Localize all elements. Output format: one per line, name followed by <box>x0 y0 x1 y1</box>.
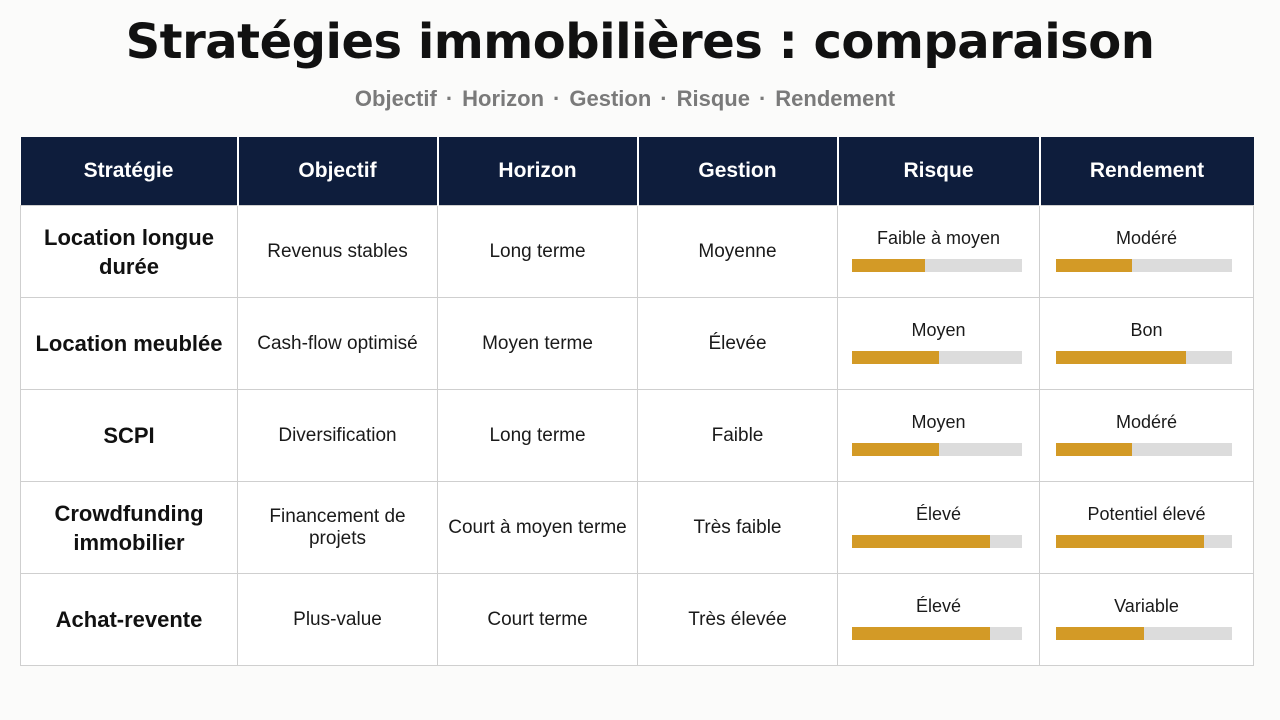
column-header-strategie: Stratégie <box>20 137 238 206</box>
return-cell: Potentiel élevé <box>1039 481 1254 574</box>
risk-bar-fill <box>852 535 990 548</box>
page-title: Stratégies immobilières : comparaison <box>125 14 1155 70</box>
return-label: Bon <box>1130 320 1163 340</box>
return-cell: Modéré <box>1039 205 1254 298</box>
return-bar-fill <box>1056 351 1187 364</box>
column-header-gestion: Gestion <box>636 137 838 206</box>
risk-label: Élevé <box>915 596 962 616</box>
objective-cell: Diversification <box>237 389 438 482</box>
horizon-cell: Moyen terme <box>437 297 638 390</box>
table-row: Achat-revente Plus-value Court terme Trè… <box>20 573 1254 666</box>
return-bar-track <box>1056 259 1232 272</box>
return-bar-fill <box>1056 443 1132 456</box>
risk-bar-track <box>852 351 1022 364</box>
risk-bar-fill <box>852 259 926 272</box>
header-row: Stratégie Objectif Horizon Gestion Risqu… <box>20 137 1254 206</box>
return-cell: Variable <box>1039 573 1254 666</box>
comparison-table: Stratégie Objectif Horizon Gestion Risqu… <box>20 137 1254 666</box>
objective-cell: Revenus stables <box>237 205 438 298</box>
risk-bar-track <box>852 627 1022 640</box>
strategy-name: Achat-revente <box>20 573 238 666</box>
table-row: Location meublée Cash-flow optimisé Moye… <box>20 297 1254 390</box>
subtitle-separator: · <box>758 86 767 111</box>
strategy-name: SCPI <box>20 389 238 482</box>
column-header-objectif: Objectif <box>236 137 438 206</box>
risk-label: Élevé <box>915 504 962 524</box>
subtitle-separator: · <box>445 86 454 111</box>
subtitle-item: Objectif <box>354 86 437 111</box>
subtitle-item: Horizon <box>462 86 545 111</box>
table-row: SCPI Diversification Long terme Faible M… <box>20 389 1254 482</box>
return-bar-fill <box>1056 259 1132 272</box>
risk-cell: Moyen <box>837 297 1040 390</box>
return-label: Modéré <box>1115 412 1178 432</box>
column-header-horizon: Horizon <box>436 137 638 206</box>
risk-bar-fill <box>852 443 939 456</box>
management-cell: Moyenne <box>637 205 838 298</box>
table-row: Location longue durée Revenus stables Lo… <box>20 205 1254 298</box>
horizon-cell: Long terme <box>437 205 638 298</box>
risk-bar-fill <box>852 627 990 640</box>
subtitle-separator: · <box>660 86 668 111</box>
risk-cell: Moyen <box>837 389 1040 482</box>
objective-cell: Plus-value <box>237 573 438 666</box>
risk-label: Moyen <box>911 320 966 340</box>
objective-cell: Cash-flow optimisé <box>237 297 438 390</box>
risk-cell: Élevé <box>837 573 1040 666</box>
risk-cell: Élevé <box>837 481 1040 574</box>
return-bar-track <box>1056 535 1232 548</box>
subtitle-item: Gestion <box>569 86 652 111</box>
return-label: Variable <box>1114 596 1179 616</box>
management-cell: Très élevée <box>637 573 838 666</box>
table-header: Stratégie Objectif Horizon Gestion Risqu… <box>20 137 1254 206</box>
return-bar-fill <box>1056 627 1144 640</box>
column-header-risque: Risque <box>836 137 1040 206</box>
strategy-name: Crowdfunding immobilier <box>20 481 238 574</box>
strategy-name: Location meublée <box>20 297 238 390</box>
subtitle-item: Risque <box>676 86 750 111</box>
return-bar-track <box>1056 351 1232 364</box>
subtitle-separator: · <box>553 86 561 111</box>
risk-label: Faible à moyen <box>876 228 1001 248</box>
risk-bar-track <box>852 443 1022 456</box>
return-bar-track <box>1056 627 1232 640</box>
management-cell: Très faible <box>637 481 838 574</box>
management-cell: Élevée <box>637 297 838 390</box>
risk-cell: Faible à moyen <box>837 205 1040 298</box>
objective-cell: Financement de projets <box>237 481 438 574</box>
horizon-cell: Court terme <box>437 573 638 666</box>
strategy-name: Location longue durée <box>20 205 238 298</box>
horizon-cell: Long terme <box>437 389 638 482</box>
column-header-rendement: Rendement <box>1038 137 1254 206</box>
return-cell: Modéré <box>1039 389 1254 482</box>
management-cell: Faible <box>637 389 838 482</box>
table-row: Crowdfunding immobilier Financement de p… <box>20 481 1254 574</box>
horizon-cell: Court à moyen terme <box>437 481 638 574</box>
risk-label: Moyen <box>911 412 966 432</box>
risk-bar-fill <box>852 351 939 364</box>
risk-bar-track <box>852 259 1022 272</box>
return-bar-fill <box>1056 535 1204 548</box>
risk-bar-track <box>852 535 1022 548</box>
subtitle-item: Rendement <box>775 86 896 111</box>
return-label: Potentiel élevé <box>1087 504 1206 524</box>
return-cell: Bon <box>1039 297 1254 390</box>
return-bar-track <box>1056 443 1232 456</box>
return-label: Modéré <box>1115 228 1178 248</box>
subtitle: Objectif · Horizon · Gestion · Risque · Rendemen… <box>0 86 1250 112</box>
